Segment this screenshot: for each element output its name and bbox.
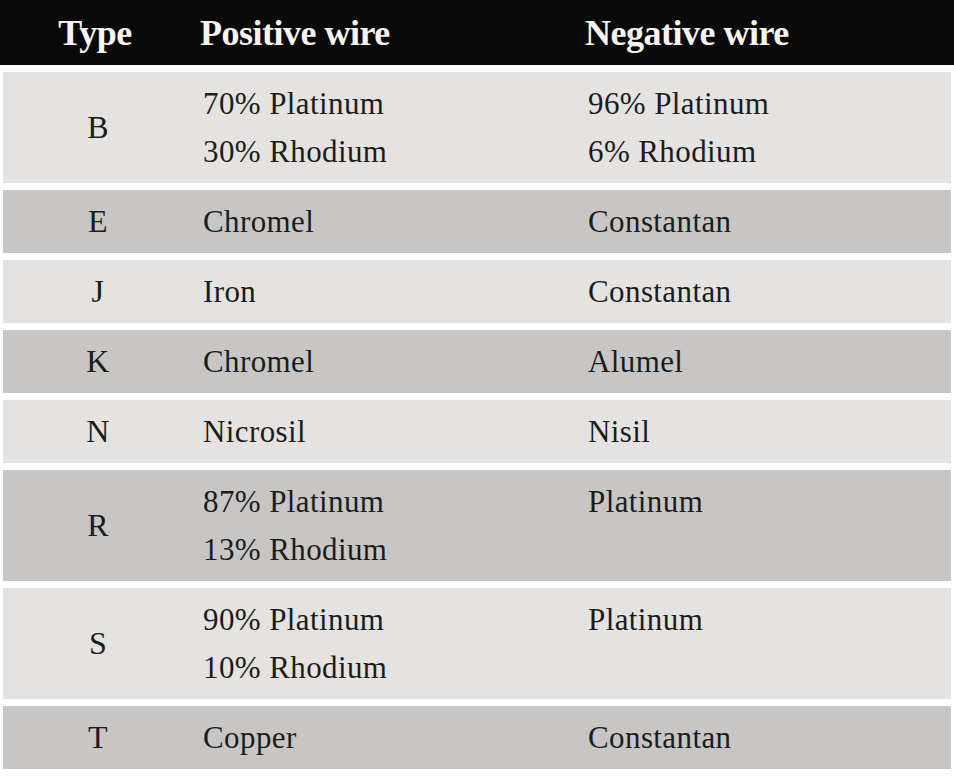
- negative-wire-cell: Nisil: [578, 400, 951, 463]
- negative-wire-cell: 96% Platinum6% Rhodium: [578, 72, 951, 183]
- thermocouple-table: Type Positive wire Negative wire B 70% P…: [0, 0, 954, 769]
- positive-wire-cell: Nicrosil: [193, 400, 578, 463]
- table-row-e: E Chromel Constantan: [3, 190, 951, 253]
- column-header-positive-wire: Positive wire: [190, 12, 575, 54]
- wire-material-text: Constantan: [588, 268, 951, 316]
- negative-wire-cell: Platinum: [578, 588, 951, 699]
- wire-material-text: Alumel: [588, 338, 951, 386]
- positive-wire-cell: Copper: [193, 706, 578, 769]
- positive-wire-cell: 87% Platinum13% Rhodium: [193, 470, 578, 581]
- negative-wire-cell: Constantan: [578, 260, 951, 323]
- type-cell: S: [3, 588, 193, 699]
- wire-material-text: 70% Platinum: [203, 80, 578, 128]
- wire-material-text: Nicrosil: [203, 408, 578, 456]
- type-cell: R: [3, 470, 193, 581]
- positive-wire-cell: 70% Platinum30% Rhodium: [193, 72, 578, 183]
- wire-material-text: 13% Rhodium: [203, 526, 578, 574]
- positive-wire-cell: 90% Platinum10% Rhodium: [193, 588, 578, 699]
- positive-wire-cell: Chromel: [193, 190, 578, 253]
- table-header-row: Type Positive wire Negative wire: [0, 0, 954, 65]
- table-row-k: K Chromel Alumel: [3, 330, 951, 393]
- wire-material-text: 96% Platinum: [588, 80, 951, 128]
- wire-material-text: Iron: [203, 268, 578, 316]
- wire-material-text: 10% Rhodium: [203, 644, 578, 692]
- table-row-j: J Iron Constantan: [3, 260, 951, 323]
- wire-material-text: 30% Rhodium: [203, 128, 578, 176]
- column-header-type: Type: [0, 12, 190, 54]
- type-cell: J: [3, 260, 193, 323]
- positive-wire-cell: Chromel: [193, 330, 578, 393]
- wire-material-text: Platinum: [588, 478, 951, 526]
- negative-wire-cell: Platinum: [578, 470, 951, 581]
- wire-material-text: 6% Rhodium: [588, 128, 951, 176]
- wire-material-text: Nisil: [588, 408, 951, 456]
- type-cell: B: [3, 72, 193, 183]
- table-row-t: T Copper Constantan: [3, 706, 951, 769]
- type-cell: K: [3, 330, 193, 393]
- wire-material-text: Copper: [203, 714, 578, 762]
- table-row-b: B 70% Platinum30% Rhodium 96% Platinum6%…: [3, 72, 951, 183]
- column-header-negative-wire: Negative wire: [575, 12, 954, 54]
- wire-material-text: Chromel: [203, 338, 578, 386]
- type-cell: E: [3, 190, 193, 253]
- table-row-r: R 87% Platinum13% Rhodium Platinum: [3, 470, 951, 581]
- wire-material-text: 87% Platinum: [203, 478, 578, 526]
- wire-material-text: Constantan: [588, 714, 951, 762]
- wire-material-text: 90% Platinum: [203, 596, 578, 644]
- negative-wire-cell: Alumel: [578, 330, 951, 393]
- negative-wire-cell: Constantan: [578, 706, 951, 769]
- type-cell: N: [3, 400, 193, 463]
- wire-material-text: Platinum: [588, 596, 951, 644]
- wire-material-text: Constantan: [588, 198, 951, 246]
- wire-material-text: Chromel: [203, 198, 578, 246]
- negative-wire-cell: Constantan: [578, 190, 951, 253]
- type-cell: T: [3, 706, 193, 769]
- table-row-s: S 90% Platinum10% Rhodium Platinum: [3, 588, 951, 699]
- table-body: B 70% Platinum30% Rhodium 96% Platinum6%…: [0, 72, 954, 769]
- positive-wire-cell: Iron: [193, 260, 578, 323]
- table-row-n: N Nicrosil Nisil: [3, 400, 951, 463]
